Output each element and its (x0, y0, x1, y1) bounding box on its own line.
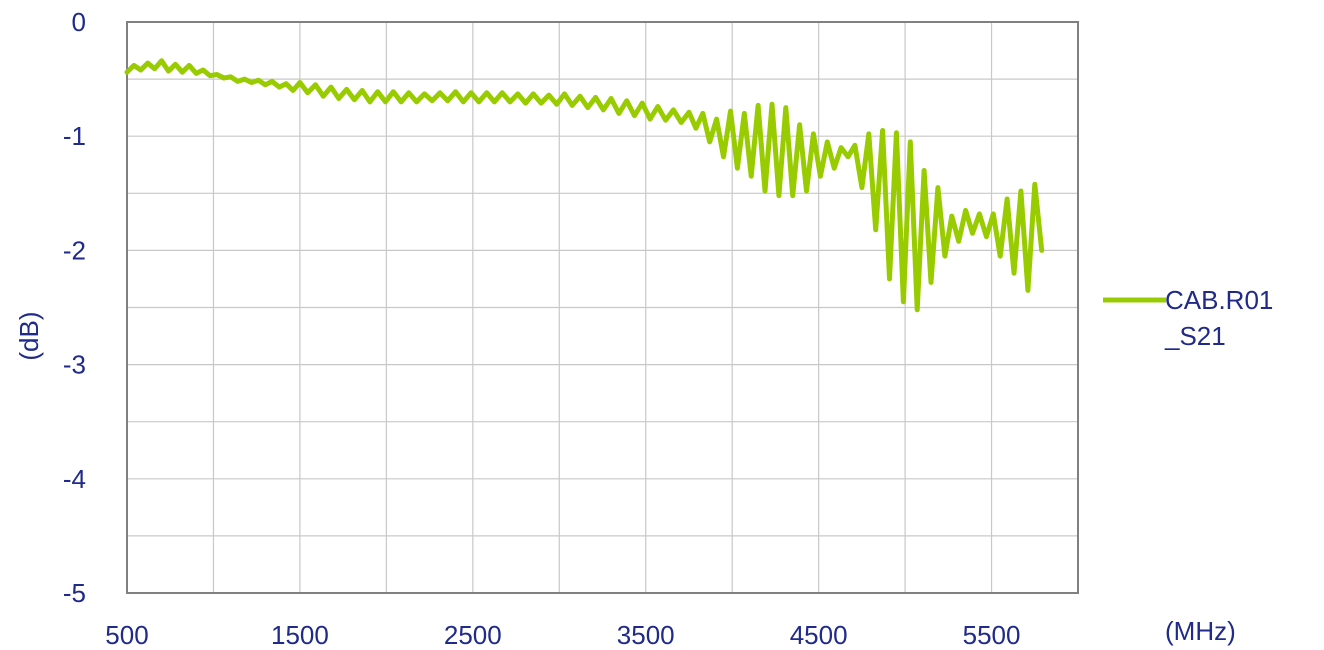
y-tick-label: -1 (63, 121, 86, 151)
x-tick-label: 4500 (790, 620, 848, 650)
x-axis: 500 1500 2500 3500 4500 5500 (105, 620, 1020, 650)
x-tick-label: 500 (105, 620, 148, 650)
y-tick-label: -2 (63, 235, 86, 265)
y-axis-label: (dB) (14, 311, 44, 360)
x-tick-label: 2500 (444, 620, 502, 650)
x-tick-label: 5500 (963, 620, 1021, 650)
x-tick-label: 1500 (271, 620, 329, 650)
x-tick-label: 3500 (617, 620, 675, 650)
legend: CAB.R01 _S21 (1103, 285, 1273, 351)
legend-label: CAB.R01 _S21 (1164, 285, 1273, 351)
y-tick-label: -4 (63, 464, 86, 494)
x-axis-label: (MHz) (1165, 616, 1236, 646)
y-tick-label: 0 (72, 7, 86, 37)
y-tick-label: -3 (63, 350, 86, 380)
y-tick-label: -5 (63, 578, 86, 608)
y-axis: 0 -1 -2 -3 -4 -5 (63, 7, 86, 608)
